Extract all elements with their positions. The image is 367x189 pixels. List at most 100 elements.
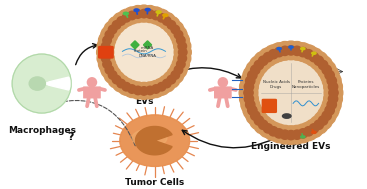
FancyBboxPatch shape	[214, 86, 232, 98]
Ellipse shape	[294, 124, 312, 143]
Ellipse shape	[239, 84, 258, 102]
Ellipse shape	[270, 124, 288, 143]
Ellipse shape	[112, 21, 121, 29]
Ellipse shape	[250, 111, 268, 130]
Ellipse shape	[241, 95, 259, 114]
Ellipse shape	[98, 32, 116, 49]
Ellipse shape	[103, 60, 111, 68]
Circle shape	[123, 12, 128, 15]
Ellipse shape	[129, 5, 146, 22]
Ellipse shape	[314, 56, 323, 65]
Ellipse shape	[314, 111, 333, 130]
Text: miRNA: miRNA	[141, 46, 154, 50]
Ellipse shape	[29, 77, 46, 90]
Ellipse shape	[244, 94, 254, 103]
Ellipse shape	[320, 101, 339, 120]
Ellipse shape	[174, 50, 191, 67]
FancyBboxPatch shape	[83, 86, 101, 98]
Ellipse shape	[113, 12, 130, 29]
Ellipse shape	[259, 119, 277, 138]
Ellipse shape	[248, 106, 257, 115]
Ellipse shape	[322, 71, 341, 90]
Ellipse shape	[104, 21, 121, 38]
Ellipse shape	[148, 7, 164, 24]
Ellipse shape	[163, 79, 171, 88]
Ellipse shape	[258, 120, 268, 129]
Ellipse shape	[123, 7, 141, 24]
Ellipse shape	[314, 120, 323, 129]
Ellipse shape	[140, 87, 148, 95]
Ellipse shape	[174, 44, 191, 61]
Ellipse shape	[146, 86, 154, 95]
Text: Proteins
Nanoparticles: Proteins Nanoparticles	[292, 80, 320, 89]
Ellipse shape	[294, 43, 312, 61]
Ellipse shape	[305, 48, 323, 67]
Ellipse shape	[276, 42, 294, 60]
Ellipse shape	[292, 130, 302, 139]
Ellipse shape	[299, 122, 318, 141]
Polygon shape	[12, 54, 69, 113]
Ellipse shape	[281, 41, 300, 60]
Ellipse shape	[317, 60, 336, 79]
Text: Engineered EVs: Engineered EVs	[251, 143, 331, 151]
Ellipse shape	[163, 16, 180, 33]
Circle shape	[163, 14, 168, 17]
Ellipse shape	[174, 66, 183, 74]
Polygon shape	[135, 126, 172, 155]
Ellipse shape	[158, 75, 175, 92]
Ellipse shape	[97, 38, 114, 55]
Circle shape	[301, 136, 305, 138]
Ellipse shape	[309, 53, 319, 62]
Circle shape	[312, 131, 316, 133]
Ellipse shape	[288, 42, 306, 60]
Ellipse shape	[259, 48, 277, 67]
Ellipse shape	[157, 82, 166, 91]
Ellipse shape	[108, 25, 117, 34]
Circle shape	[283, 114, 291, 118]
Ellipse shape	[324, 89, 342, 108]
Text: Tumor Cells: Tumor Cells	[125, 178, 184, 187]
Ellipse shape	[325, 106, 334, 115]
Ellipse shape	[286, 46, 296, 55]
Ellipse shape	[174, 30, 183, 39]
Ellipse shape	[270, 43, 288, 61]
Ellipse shape	[117, 17, 126, 25]
Ellipse shape	[324, 84, 343, 102]
Ellipse shape	[146, 10, 154, 18]
Ellipse shape	[163, 17, 171, 25]
Ellipse shape	[101, 61, 118, 78]
Ellipse shape	[135, 5, 152, 22]
Ellipse shape	[97, 44, 114, 61]
Ellipse shape	[264, 122, 283, 141]
Ellipse shape	[325, 70, 334, 80]
Ellipse shape	[153, 9, 170, 26]
Ellipse shape	[254, 60, 264, 70]
Ellipse shape	[304, 127, 313, 136]
Ellipse shape	[324, 77, 342, 96]
Wedge shape	[39, 77, 71, 90]
Ellipse shape	[114, 22, 174, 82]
Ellipse shape	[158, 12, 175, 29]
Ellipse shape	[117, 79, 126, 88]
Ellipse shape	[108, 71, 117, 79]
Ellipse shape	[288, 125, 306, 144]
Ellipse shape	[118, 9, 135, 26]
Text: Macrophages: Macrophages	[8, 126, 76, 135]
Ellipse shape	[103, 36, 111, 45]
Ellipse shape	[254, 51, 273, 70]
Ellipse shape	[104, 67, 121, 84]
Ellipse shape	[128, 11, 136, 20]
Ellipse shape	[97, 50, 114, 67]
Ellipse shape	[140, 9, 148, 18]
Circle shape	[301, 48, 305, 50]
Ellipse shape	[322, 111, 331, 120]
Ellipse shape	[292, 46, 302, 56]
Ellipse shape	[132, 129, 167, 147]
Ellipse shape	[134, 86, 142, 95]
Ellipse shape	[254, 115, 273, 134]
Ellipse shape	[167, 67, 184, 84]
Ellipse shape	[244, 82, 254, 91]
Circle shape	[145, 8, 150, 11]
Ellipse shape	[134, 10, 142, 18]
Ellipse shape	[269, 50, 278, 59]
